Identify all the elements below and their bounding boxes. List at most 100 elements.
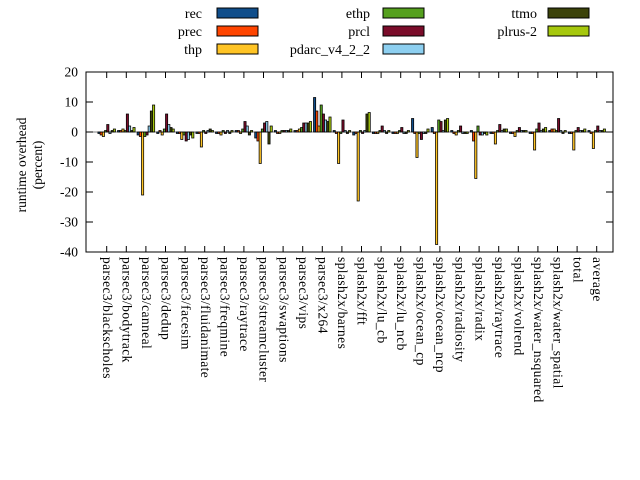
legend-label-plrus-2: plrus-2: [497, 25, 537, 40]
legend-swatch-rec: [216, 7, 259, 19]
y-tick-label: 0: [71, 125, 78, 140]
legend-label-prec: prec: [178, 25, 202, 40]
legend-swatch-ttmo: [547, 7, 590, 19]
legend-label-thp: thp: [184, 43, 202, 58]
legend-swatch-plrus-2: [547, 25, 590, 37]
x-tick-label: splash2x/raytrace: [492, 257, 507, 358]
legend-swatch-ethp: [382, 7, 425, 19]
bar-thp: [454, 131, 458, 136]
bar-plrus-2: [289, 128, 293, 133]
legend-label-ethp: ethp: [346, 7, 370, 22]
x-tick-label: splash2x/volrend: [512, 257, 527, 356]
x-tick-label: splash2x/lu_cb: [374, 257, 389, 344]
bar-plrus-2: [191, 131, 195, 139]
bar-prcl: [400, 127, 404, 133]
bar-thp: [141, 131, 145, 196]
bar-thp: [533, 131, 537, 151]
legend-label-ttmo: ttmo: [511, 7, 537, 22]
legend-label-pdarc_v4_2_2: pdarc_v4_2_2: [290, 43, 370, 58]
bar-plrus-2: [152, 104, 156, 133]
bar-pdarc_v4_2_2: [265, 121, 269, 133]
bar-thp: [493, 131, 497, 145]
y-tick-label: -20: [60, 185, 78, 200]
x-tick-label: parsec3/vips: [296, 257, 311, 329]
bar-plrus-2: [583, 128, 587, 133]
bar-plrus-2: [602, 128, 606, 133]
x-tick-label: splash2x/ocean_ncp: [433, 257, 448, 373]
y-tick-label: -30: [60, 215, 78, 230]
bar-thp: [474, 131, 478, 179]
x-tick-label: parsec3/bodytrack: [120, 257, 135, 363]
y-tick-label: -10: [60, 155, 78, 170]
x-tick-label: parsec3/streamcluster: [257, 257, 272, 382]
legend-label-rec: rec: [185, 7, 202, 22]
x-tick-label: splash2x/radix: [472, 257, 487, 341]
x-tick-label: splash2x/barnes: [335, 257, 350, 349]
x-tick-label: splash2x/fft: [355, 257, 370, 325]
bar-thp: [160, 131, 164, 136]
x-tick-label: parsec3/x264: [316, 257, 331, 334]
x-tick-label: parsec3/freqmine: [218, 257, 233, 357]
bar-plrus-2: [328, 116, 332, 133]
bar-plrus-2: [367, 112, 371, 133]
x-tick-label: parsec3/swaptions: [276, 257, 291, 363]
x-tick-label: total: [570, 257, 585, 283]
x-tick-label: splash2x/ocean_cp: [414, 257, 429, 366]
bar-thp: [435, 131, 439, 245]
bar-plrus-2: [544, 127, 548, 133]
legend-swatch-pdarc_v4_2_2: [382, 43, 425, 55]
x-tick-label: parsec3/fluidanimate: [198, 257, 213, 378]
x-tick-label: parsec3/facesim: [178, 257, 193, 350]
bar-plrus-2: [112, 128, 116, 133]
bar-thp: [258, 131, 262, 164]
bar-thp: [199, 131, 203, 148]
x-tick-label: parsec3/canneal: [139, 257, 154, 349]
bar-thp: [356, 131, 360, 202]
bar-plrus-2: [308, 121, 312, 133]
y-axis-title: (percent): [30, 141, 45, 190]
y-axis-title: runtime overhead: [14, 117, 29, 212]
x-tick-label: parsec3/raytrace: [237, 257, 252, 352]
y-tick-label: 10: [65, 95, 79, 110]
bar-thp: [337, 131, 341, 164]
bar-thp: [572, 131, 576, 151]
x-tick-label: average: [590, 257, 605, 302]
legend-label-prcl: prcl: [348, 25, 370, 40]
bar-thp: [513, 131, 517, 137]
bar-thp: [219, 131, 223, 136]
x-tick-label: splash2x/lu_ncb: [394, 257, 409, 351]
bar-thp: [101, 131, 105, 137]
bar-rec: [411, 118, 415, 133]
x-tick-label: splash2x/water_nsquared: [531, 257, 546, 403]
bar-plrus-2: [171, 128, 175, 133]
y-tick-label: -40: [60, 245, 78, 260]
bar-plrus-2: [132, 127, 136, 133]
x-tick-label: splash2x/radiosity: [453, 257, 468, 362]
bar-prcl: [145, 131, 149, 136]
bar-prcl: [106, 124, 110, 133]
y-tick-label: 20: [65, 65, 79, 80]
bar-ttmo: [267, 131, 271, 145]
bar-plrus-2: [426, 128, 430, 133]
bar-plrus-2: [485, 131, 489, 136]
legend-swatch-prcl: [382, 25, 425, 37]
bar-thp: [415, 131, 419, 158]
bar-pdarc_v4_2_2: [245, 125, 249, 133]
bar-plrus-2: [446, 118, 450, 133]
bar-ethp: [476, 125, 480, 133]
x-tick-label: splash2x/water_spatial: [551, 257, 566, 389]
bar-rec: [430, 127, 434, 133]
bar-ttmo: [247, 131, 251, 136]
bar-thp: [591, 131, 595, 149]
legend-swatch-prec: [216, 25, 259, 37]
legend-swatch-thp: [216, 43, 259, 55]
bar-prcl: [459, 125, 463, 133]
plot-border: [85, 71, 614, 253]
bar-prcl: [557, 118, 561, 133]
x-tick-label: parsec3/dedup: [159, 257, 174, 340]
x-tick-label: parsec3/blackscholes: [100, 257, 115, 379]
bar-plrus-2: [504, 128, 508, 133]
bar-plrus-2: [269, 125, 273, 133]
